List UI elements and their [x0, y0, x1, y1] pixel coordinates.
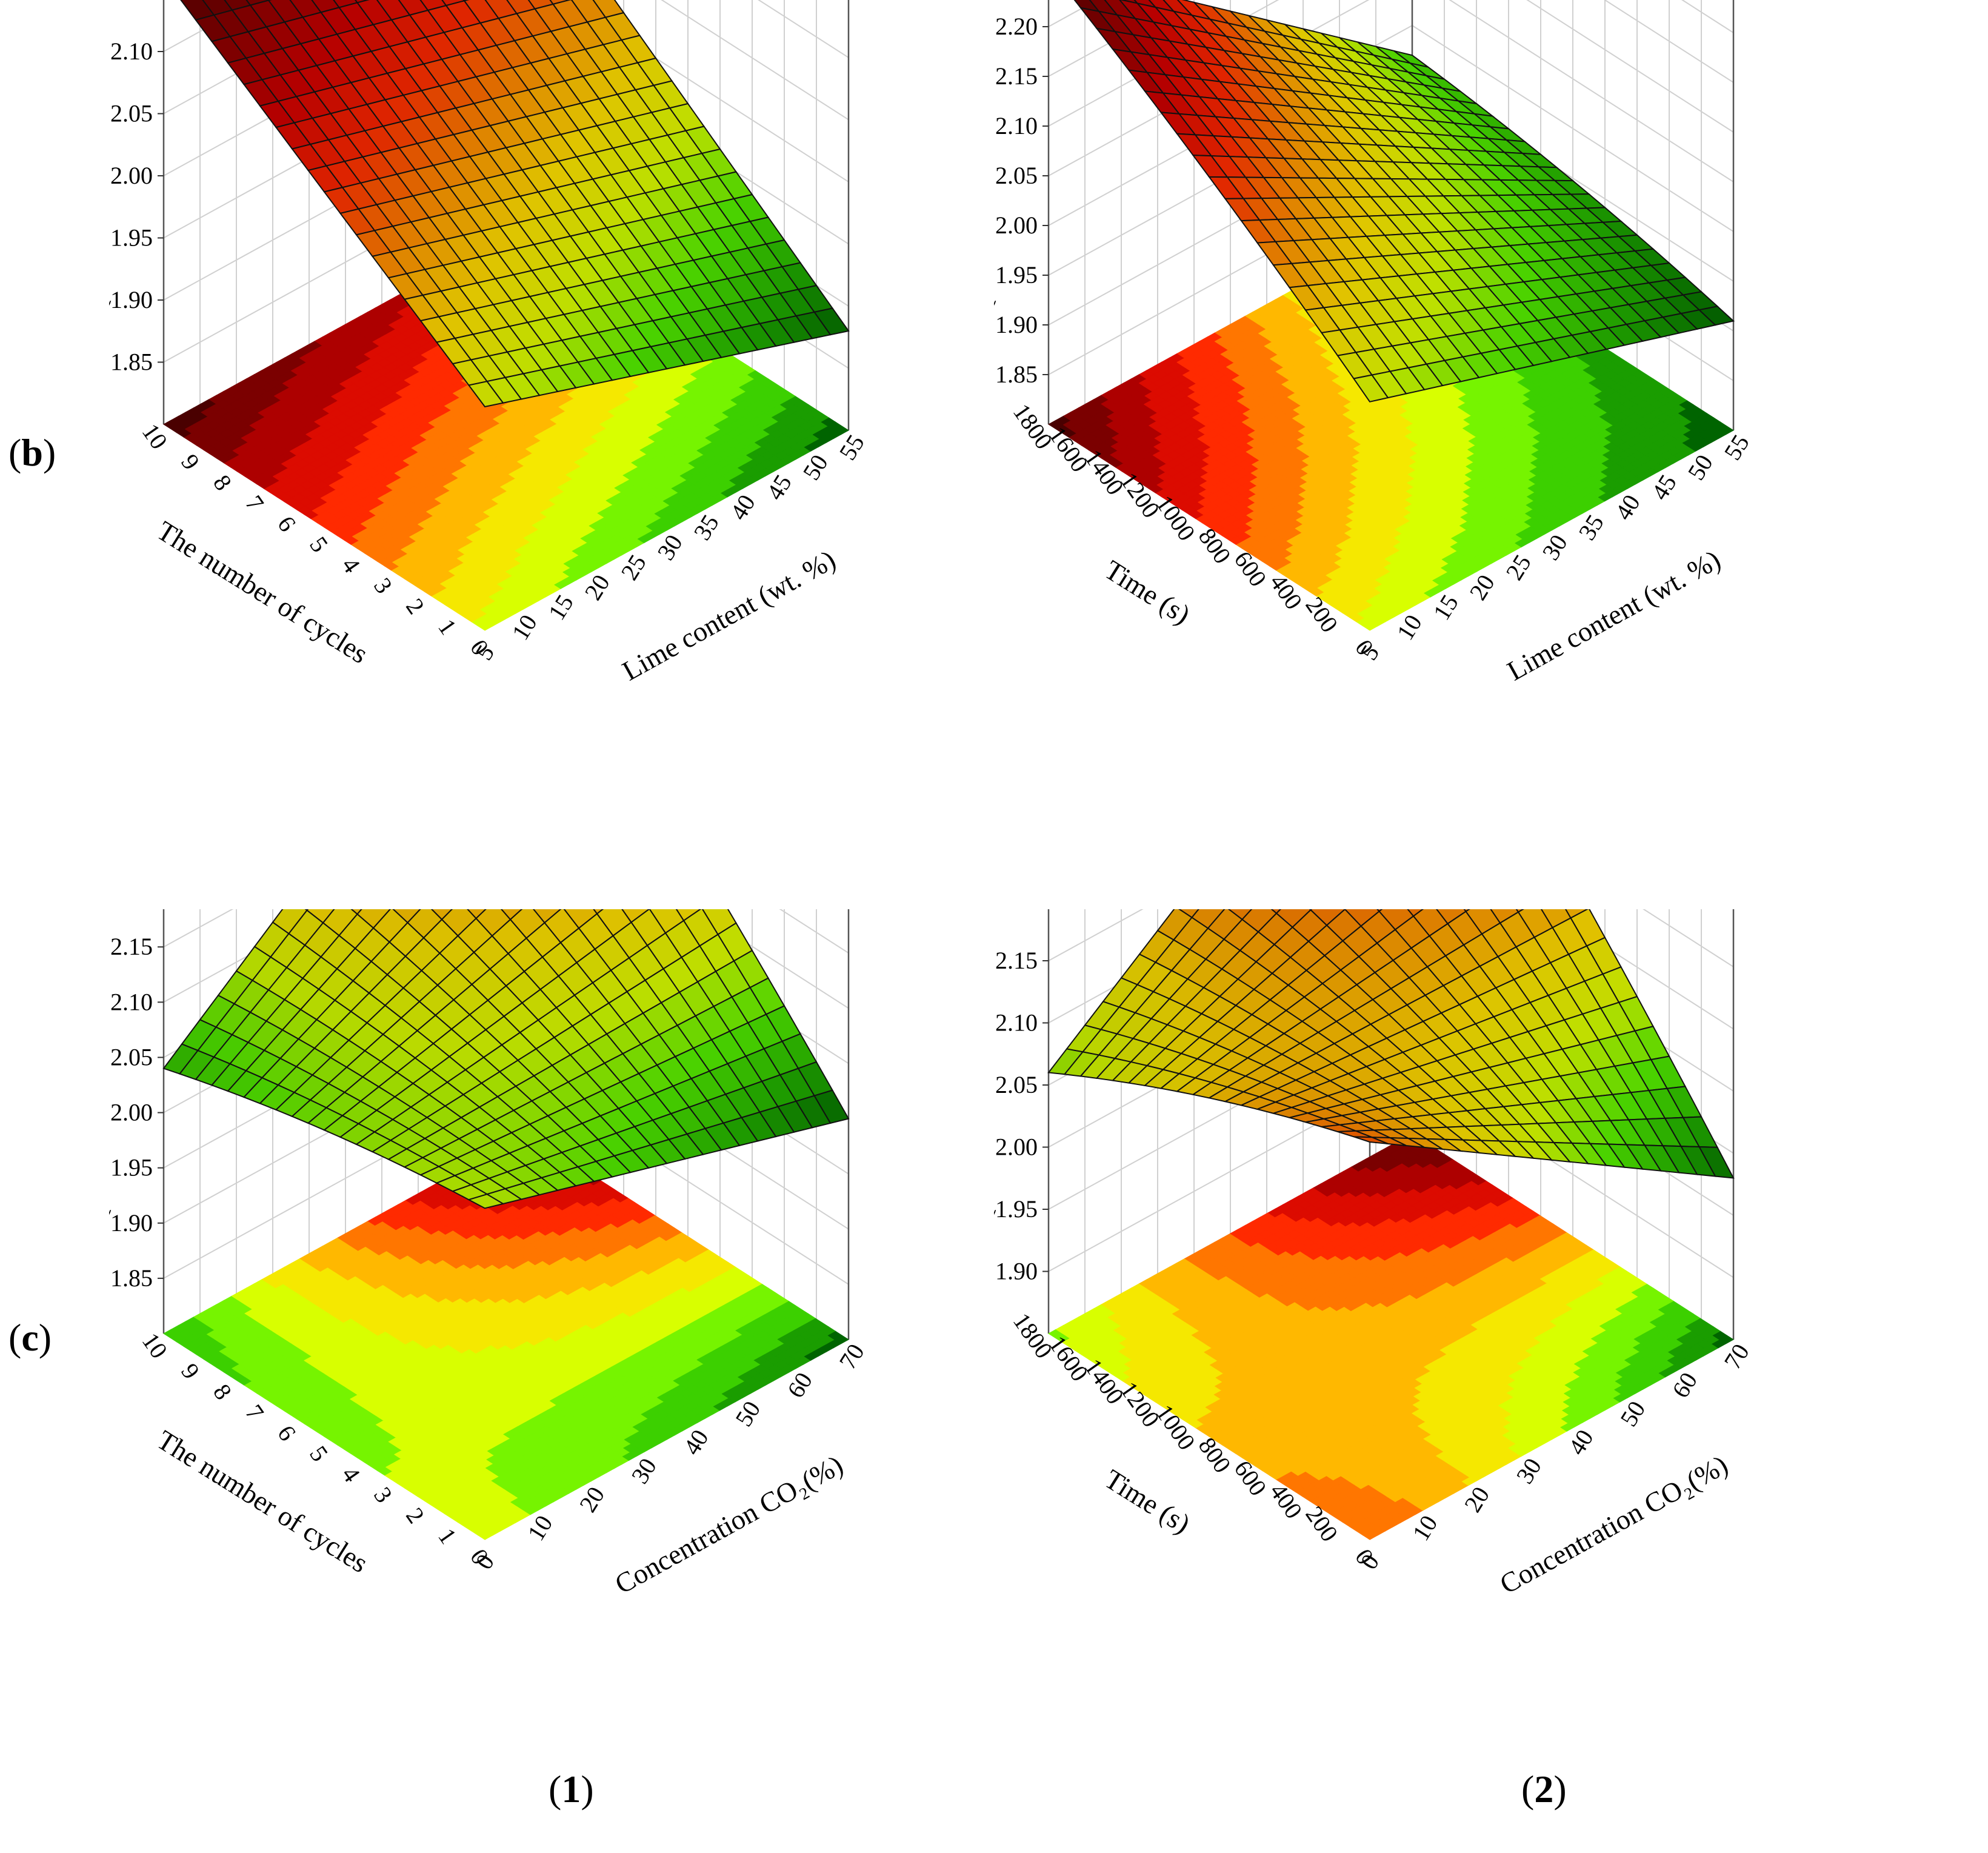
x-tick-label: 7 [240, 490, 269, 516]
x-tick-label: 9 [176, 449, 205, 475]
col-label-2: (2) [1521, 1768, 1567, 1811]
z-tick-label: 1.95 [110, 224, 153, 252]
z-axis-title: Average density (g·cm⁻³) [109, 941, 119, 1225]
z-tick-label: 2.10 [110, 38, 153, 65]
chart-b2: 1.851.901.952.002.052.102.152.202.252.30… [994, 0, 1755, 687]
x-tick-label: 2 [401, 593, 430, 619]
z-tick-label: 1.95 [110, 1154, 153, 1181]
row-label-c: (c) [8, 1316, 52, 1359]
z-tick-label: 1.95 [995, 261, 1038, 289]
x-tick-label: 2 [401, 1503, 430, 1528]
z-tick-label: 1.90 [110, 286, 153, 313]
z-tick-label: 1.90 [995, 311, 1038, 338]
surface-mesh [1047, 909, 1735, 1179]
x-axis-title: Time (s) [1099, 1463, 1196, 1540]
z-tick-label: 2.05 [110, 1043, 153, 1070]
x-tick-label: 9 [176, 1358, 205, 1384]
x-axis-title: The number of cycles [152, 1424, 373, 1578]
z-tick-label: 2.05 [995, 1071, 1038, 1098]
x-tick-label: 8 [208, 470, 237, 495]
x-tick-label: 7 [240, 1400, 269, 1425]
z-tick-label: 2.05 [995, 162, 1038, 189]
z-tick-label: 1.95 [995, 1195, 1038, 1223]
x-axis-title: Time (s) [1099, 554, 1196, 630]
z-tick-label: 2.20 [995, 909, 1038, 912]
chart-c1: 1.851.901.952.002.052.102.152.202.250123… [109, 909, 870, 1600]
surface-mesh [1073, 0, 1735, 402]
z-tick-label: 2.00 [995, 212, 1038, 239]
col-label-1: (1) [549, 1768, 594, 1811]
z-tick-label: 2.20 [995, 13, 1038, 40]
x-tick-label: 6 [272, 1420, 301, 1446]
x-tick-label: 1 [433, 1523, 462, 1549]
z-tick-label: 2.15 [110, 933, 153, 960]
z-tick-label: 2.15 [995, 62, 1038, 90]
z-tick-label: 1.90 [995, 1258, 1038, 1285]
z-tick-label: 1.85 [110, 349, 153, 376]
x-tick-label: 5 [304, 532, 333, 557]
z-tick-label: 2.00 [995, 1134, 1038, 1161]
z-tick-label: 1.85 [110, 1264, 153, 1292]
chart-c2: 1.901.952.002.052.102.152.202.2502004006… [994, 909, 1755, 1600]
chart-b1: 1.851.901.952.002.052.102.152.2001234567… [109, 0, 870, 687]
z-tick-label: 1.90 [110, 1209, 153, 1237]
contour-floor [163, 1133, 849, 1540]
plot-area: 1.901.952.002.052.102.152.202.2502004006… [994, 909, 1755, 1600]
z-tick-label: 2.15 [110, 0, 153, 3]
surface-mesh [162, 909, 850, 1209]
plot-area: 1.851.901.952.002.052.102.152.202.252.30… [994, 0, 1755, 687]
x-tick-label: 4 [336, 552, 365, 578]
z-tick-label: 2.10 [110, 988, 153, 1015]
x-tick-label: 3 [369, 1482, 398, 1507]
z-tick-label: 2.10 [995, 112, 1038, 139]
z-tick-label: 2.15 [995, 947, 1038, 974]
x-tick-label: 5 [304, 1441, 333, 1466]
row-label-b: (b) [8, 431, 56, 474]
x-tick-label: 8 [208, 1379, 237, 1404]
contour-floor [1048, 1133, 1734, 1540]
plot-area: 1.851.901.952.002.052.102.152.2001234567… [109, 0, 870, 687]
z-tick-label: 2.10 [995, 1009, 1038, 1037]
x-tick-label: 6 [272, 511, 301, 536]
x-tick-label: 3 [369, 573, 398, 598]
z-tick-label: 1.85 [995, 361, 1038, 388]
x-axis-title: The number of cycles [152, 515, 373, 669]
z-tick-label: 2.00 [110, 162, 153, 189]
x-tick-label: 4 [336, 1461, 365, 1487]
surface-mesh [180, 0, 850, 408]
z-tick-label: 2.05 [110, 100, 153, 127]
x-tick-label: 1 [433, 614, 462, 639]
z-tick-label: 2.00 [110, 1099, 153, 1126]
plot-area: 1.851.901.952.002.052.102.152.202.250123… [109, 909, 870, 1600]
